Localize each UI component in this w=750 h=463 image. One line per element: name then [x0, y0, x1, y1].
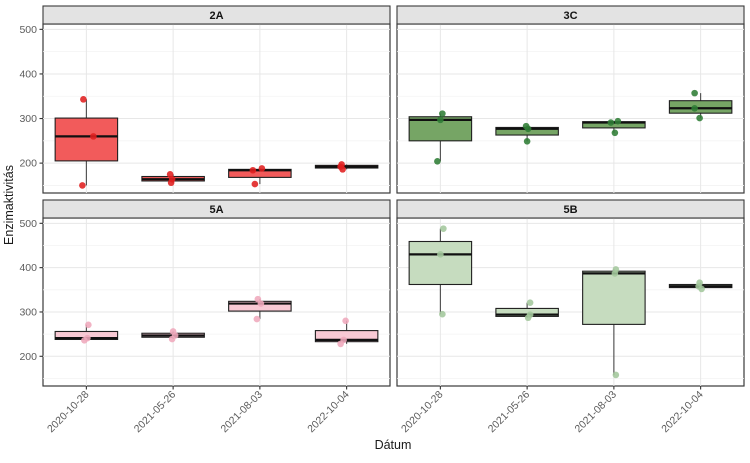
data-point	[440, 225, 447, 232]
x-tick-label: 2022-10-04	[305, 389, 352, 436]
y-tick-label: 400	[19, 68, 37, 80]
boxplot-group	[54, 321, 119, 344]
x-tick-label: 2021-08-03	[219, 389, 266, 436]
data-point	[85, 321, 92, 329]
data-point	[696, 114, 703, 122]
boxplot-group	[582, 266, 646, 379]
data-point	[439, 310, 446, 318]
y-tick-label: 500	[19, 218, 37, 230]
y-tick-label: 300	[19, 113, 37, 125]
x-tick-label: 2020-10-28	[45, 389, 92, 436]
data-point	[691, 104, 698, 112]
boxplot-box	[582, 270, 646, 325]
data-point	[79, 182, 86, 189]
boxplot-box	[314, 330, 379, 343]
facet-panel	[42, 217, 391, 387]
data-point	[696, 279, 703, 287]
boxplot-group	[314, 161, 379, 173]
data-point	[522, 122, 530, 130]
x-tick-label: 2021-05-26	[486, 389, 533, 436]
data-point	[342, 317, 349, 325]
facet-5B: 5B	[396, 199, 745, 387]
data-point	[253, 315, 261, 323]
data-point	[166, 170, 174, 178]
boxplot-group	[228, 165, 292, 188]
data-point	[607, 119, 615, 126]
data-point	[611, 129, 619, 137]
boxplot-group	[668, 89, 733, 122]
boxplot-group	[408, 225, 473, 318]
data-point	[434, 158, 441, 165]
data-point	[340, 336, 347, 344]
facet-title: 5A	[209, 204, 223, 216]
data-point	[612, 266, 620, 273]
y-tick-label: 200	[19, 351, 37, 363]
boxplot-group	[668, 279, 733, 293]
y-tick-label: 400	[19, 262, 37, 274]
data-point	[258, 165, 266, 172]
facet-5A: 5A	[42, 199, 391, 387]
x-tick-label: 2022-10-04	[659, 389, 706, 436]
boxplot-box	[54, 117, 119, 162]
boxplot-group	[495, 299, 559, 322]
data-point	[90, 133, 97, 140]
boxplot-group	[314, 317, 379, 348]
boxplot-group	[141, 170, 205, 187]
y-tick-label: 200	[19, 158, 37, 170]
data-point	[249, 166, 257, 174]
data-point	[526, 299, 534, 306]
data-point	[691, 89, 698, 97]
y-tick-label: 500	[19, 24, 37, 36]
x-axis-title: Dátum	[375, 438, 412, 452]
boxplot-box	[668, 100, 733, 114]
boxplot-group	[582, 117, 646, 137]
data-point	[254, 295, 262, 303]
boxplot-box	[408, 240, 473, 286]
data-point	[169, 328, 177, 335]
x-tick-label: 2021-08-03	[573, 389, 620, 436]
data-point	[523, 137, 531, 145]
y-axis-title: Enzimaktivitás	[2, 165, 16, 245]
boxplot-group	[495, 122, 559, 145]
data-point	[614, 117, 622, 125]
data-point	[437, 116, 444, 124]
data-point	[80, 96, 87, 103]
facet-strip	[396, 5, 745, 25]
data-point	[437, 251, 444, 258]
boxplot-group	[141, 328, 205, 343]
x-tick-label: 2021-05-26	[132, 389, 179, 436]
chart-generated-content: 2A 3C 5A 5B 200 300 400 500 200 300 400 500 2020-10-…	[19, 5, 745, 436]
facet-2A: 2A	[42, 5, 391, 194]
x-tick-label: 2020-10-28	[399, 389, 446, 436]
boxplot-group	[54, 96, 119, 189]
facet-strip	[396, 199, 745, 219]
facet-strip	[42, 199, 391, 219]
data-point	[526, 311, 534, 318]
data-point	[439, 110, 446, 117]
facet-title: 2A	[209, 10, 223, 22]
data-point	[338, 161, 345, 168]
facet-3C: 3C	[396, 5, 745, 194]
boxplot-group	[408, 110, 473, 165]
y-tick-label: 300	[19, 306, 37, 318]
facet-strip	[42, 5, 391, 25]
facet-title: 3C	[563, 10, 577, 22]
data-point	[251, 180, 259, 188]
boxplot-group	[228, 295, 292, 323]
data-point	[84, 334, 91, 342]
facet-title: 5B	[563, 204, 577, 216]
data-point	[612, 371, 620, 379]
